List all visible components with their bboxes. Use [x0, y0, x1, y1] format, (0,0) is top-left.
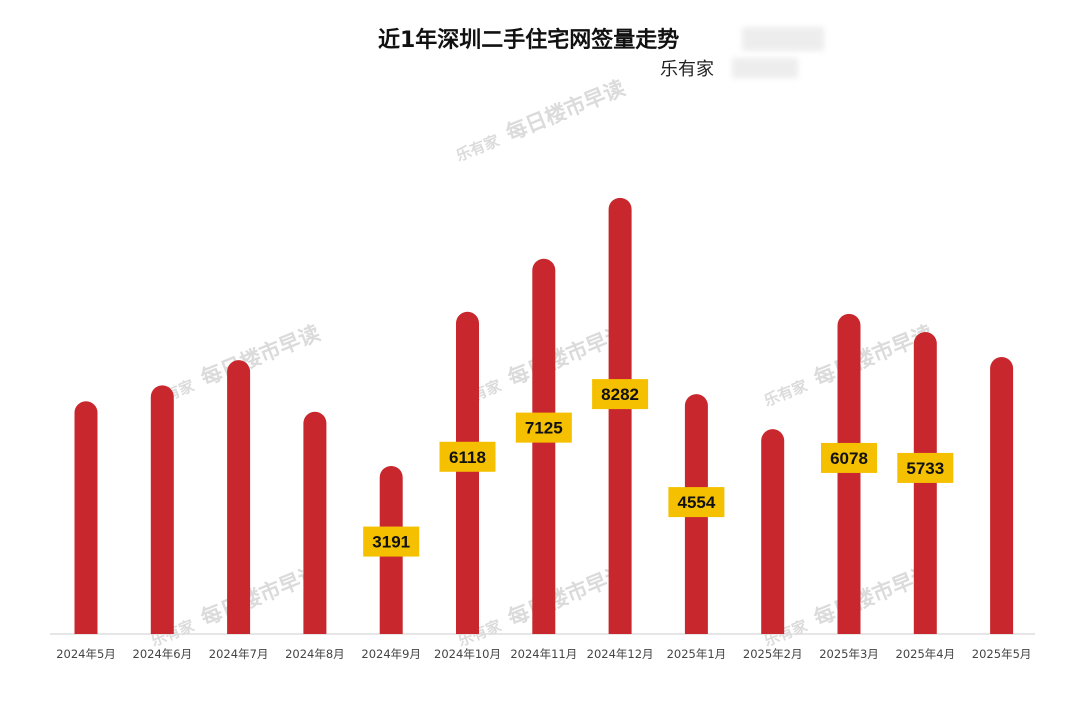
data-label: 6118	[439, 441, 496, 472]
x-tick-label: 2025年5月	[972, 647, 1032, 661]
x-tick-label: 2024年5月	[56, 647, 116, 661]
data-label-text: 6078	[830, 449, 868, 468]
bar	[761, 429, 785, 634]
data-label-box	[821, 442, 877, 473]
x-tick-label: 2024年7月	[209, 647, 269, 661]
x-tick-label: 2025年2月	[743, 647, 803, 661]
chart-title: 近1年深圳二手住宅网签量走势	[378, 28, 680, 53]
bar	[456, 311, 479, 634]
bar	[913, 332, 937, 634]
data-label-text: 6118	[449, 448, 486, 467]
x-tick-label: 2025年3月	[819, 647, 879, 661]
bar	[150, 385, 174, 634]
obscured-title-suffix	[742, 27, 824, 51]
data-label-box	[515, 412, 572, 443]
chart-source: 乐有家	[660, 59, 714, 80]
data-label-text: 8282	[601, 385, 639, 404]
data-label-text: 5733	[906, 459, 944, 478]
x-tick-label: 2024年8月	[285, 647, 345, 661]
data-label-text: 7125	[525, 419, 563, 438]
bar	[608, 197, 632, 634]
data-label-text: 3191	[372, 533, 410, 552]
bar	[532, 258, 556, 634]
bar	[227, 360, 251, 634]
data-label: 3191	[363, 526, 420, 557]
x-tick-label: 2024年9月	[361, 647, 421, 661]
data-label-text: 4554	[677, 493, 715, 512]
data-label-box	[897, 452, 954, 483]
data-label: 6078	[821, 442, 877, 473]
x-tick-label: 2024年12月	[587, 647, 654, 661]
data-label-box	[668, 487, 725, 518]
x-tick-label: 2024年6月	[133, 647, 193, 661]
x-tick-label: 2025年4月	[896, 647, 956, 661]
bar	[837, 313, 861, 634]
data-label-box	[363, 526, 420, 557]
obscured-source-suffix	[732, 58, 798, 78]
x-tick-label: 2025年1月	[667, 647, 727, 661]
x-tick-label: 2024年10月	[434, 647, 501, 661]
data-label-box	[592, 379, 649, 410]
bar	[74, 401, 98, 634]
x-tick-label: 2024年11月	[510, 647, 577, 661]
data-label: 8282	[592, 379, 649, 410]
data-label: 4554	[668, 487, 725, 518]
data-label: 7125	[515, 412, 572, 443]
bar	[303, 411, 327, 634]
bar	[990, 356, 1014, 634]
data-label: 5733	[897, 452, 954, 483]
data-label-box	[439, 441, 496, 472]
